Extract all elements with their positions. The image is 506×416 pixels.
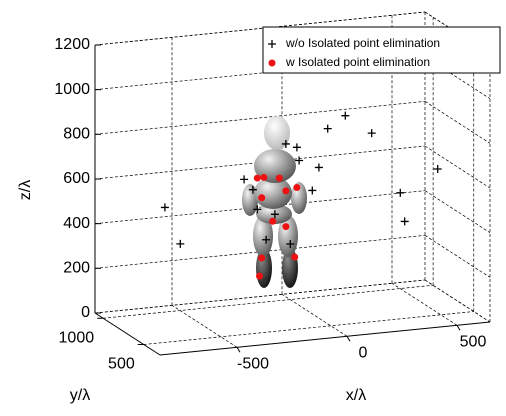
grid-line xyxy=(425,101,490,143)
chart: w/o Isolated point elimination w Isolate… xyxy=(0,0,506,411)
z-tick-label: 200 xyxy=(63,260,90,277)
data-point xyxy=(260,174,267,181)
x-axis xyxy=(160,322,490,355)
grid-line xyxy=(425,235,490,277)
data-point xyxy=(240,175,248,183)
z-tick-label: 0 xyxy=(81,304,90,321)
data-point xyxy=(258,255,265,262)
grid-line xyxy=(144,312,474,345)
data-point xyxy=(254,175,261,182)
y-tick-label: 1000 xyxy=(59,329,95,346)
z-tick-label: 1200 xyxy=(54,36,90,53)
x-tick-label: 0 xyxy=(359,345,368,362)
x-tick-label: -500 xyxy=(237,356,269,373)
grid-line xyxy=(282,294,347,336)
grid-line xyxy=(392,283,457,325)
data-point xyxy=(282,187,289,194)
data-point xyxy=(341,112,349,120)
x-tick xyxy=(237,347,240,352)
legend-label: w/o Isolated point elimination xyxy=(285,36,440,50)
data-point xyxy=(282,223,289,230)
data-point xyxy=(396,189,404,197)
data-point xyxy=(276,175,283,182)
legend: w/o Isolated point elimination w Isolate… xyxy=(263,27,500,73)
y-axis xyxy=(95,313,160,355)
z-tick-label: 1000 xyxy=(54,81,90,98)
data-point xyxy=(368,129,376,137)
grid-line xyxy=(103,285,433,318)
data-point xyxy=(293,143,301,151)
grid-line xyxy=(425,146,490,188)
data-point xyxy=(315,163,323,171)
data-point xyxy=(324,125,332,133)
z-tick-label: 800 xyxy=(63,126,90,143)
x-tick xyxy=(457,325,460,330)
data-point xyxy=(401,217,409,225)
data-point xyxy=(161,203,169,211)
data-point xyxy=(176,240,184,248)
legend-label: w Isolated point elimination xyxy=(285,55,430,69)
x-axis-label: x/λ xyxy=(346,387,366,404)
y-axis-label: y/λ xyxy=(70,387,90,404)
grid-line xyxy=(172,305,237,347)
z-axis-label: z/λ xyxy=(17,180,34,200)
data-point xyxy=(258,194,265,201)
data-point xyxy=(295,157,303,165)
z-tick-label: 400 xyxy=(63,215,90,232)
grid-line xyxy=(425,191,490,233)
x-tick-label: 500 xyxy=(460,334,487,351)
z-tick-label: 600 xyxy=(63,170,90,187)
data-point xyxy=(256,273,263,280)
y-tick-label: 500 xyxy=(108,356,135,373)
legend-marker xyxy=(269,60,276,67)
data-point xyxy=(293,184,300,191)
x-tick xyxy=(347,336,350,341)
data-point xyxy=(308,186,316,194)
data-point xyxy=(291,253,298,260)
data-point xyxy=(269,218,276,225)
human-figure xyxy=(242,116,307,288)
grid-line xyxy=(95,101,425,134)
data-point xyxy=(434,165,442,173)
